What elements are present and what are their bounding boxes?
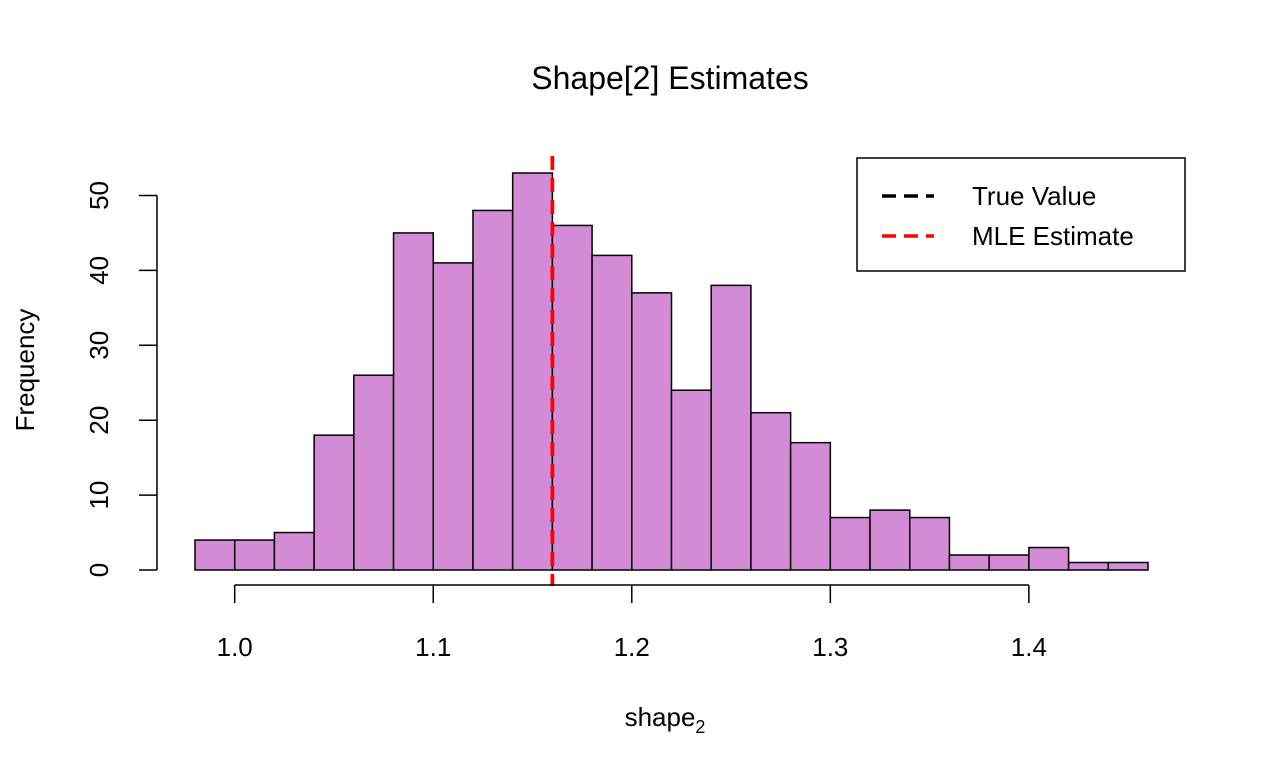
y-tick-label: 10 bbox=[84, 481, 114, 510]
histogram-bar bbox=[948, 554, 990, 571]
histogram-bar bbox=[988, 554, 1030, 571]
histogram-bar bbox=[1067, 561, 1110, 571]
histogram-bar bbox=[472, 209, 514, 571]
histogram-bar bbox=[511, 172, 554, 571]
chart-title: Shape[2] Estimates bbox=[531, 60, 808, 96]
x-tick-label: 1.3 bbox=[812, 632, 848, 662]
histogram-bar bbox=[829, 516, 871, 571]
legend: True Value MLE Estimate bbox=[856, 157, 1186, 272]
x-tick-label: 1.2 bbox=[614, 632, 650, 662]
histogram-bar bbox=[869, 509, 911, 571]
y-tick-label: 30 bbox=[84, 331, 114, 360]
histogram-bar bbox=[1028, 546, 1070, 571]
x-axis-label: shape2 bbox=[625, 702, 706, 737]
histogram-bar bbox=[273, 531, 315, 571]
histogram-bar bbox=[750, 411, 792, 571]
histogram-bar bbox=[551, 224, 593, 571]
x-tick-label: 1.1 bbox=[415, 632, 451, 662]
y-tick-label: 0 bbox=[84, 563, 114, 577]
histogram-bar bbox=[710, 284, 752, 571]
histogram-bar bbox=[789, 441, 832, 571]
y-axis-label: Frequency bbox=[10, 309, 40, 432]
x-tick-label: 1.0 bbox=[217, 632, 253, 662]
x-tick-label: 1.4 bbox=[1011, 632, 1047, 662]
histogram-bar bbox=[591, 254, 633, 571]
legend-label: MLE Estimate bbox=[972, 221, 1134, 251]
y-axis: 0 10 20 30 40 50 bbox=[84, 181, 158, 577]
histogram-bar bbox=[313, 434, 355, 571]
histogram-bar bbox=[631, 292, 673, 571]
bars-group bbox=[194, 172, 1149, 571]
histogram-bar bbox=[432, 262, 474, 571]
legend-label: True Value bbox=[972, 181, 1096, 211]
y-tick-label: 40 bbox=[84, 256, 114, 285]
y-tick-label: 20 bbox=[84, 406, 114, 435]
histogram-bar bbox=[194, 539, 236, 571]
histogram-bar bbox=[670, 389, 712, 571]
histogram-bar bbox=[392, 232, 434, 571]
x-axis: 1.0 1.1 1.2 1.3 1.4 bbox=[217, 584, 1047, 662]
histogram-bar bbox=[909, 516, 951, 571]
y-tick-label: 50 bbox=[84, 181, 114, 210]
histogram-bar bbox=[353, 374, 395, 571]
histogram-bar bbox=[1107, 561, 1149, 571]
histogram-bar bbox=[233, 539, 276, 571]
legend-box bbox=[856, 157, 1186, 272]
